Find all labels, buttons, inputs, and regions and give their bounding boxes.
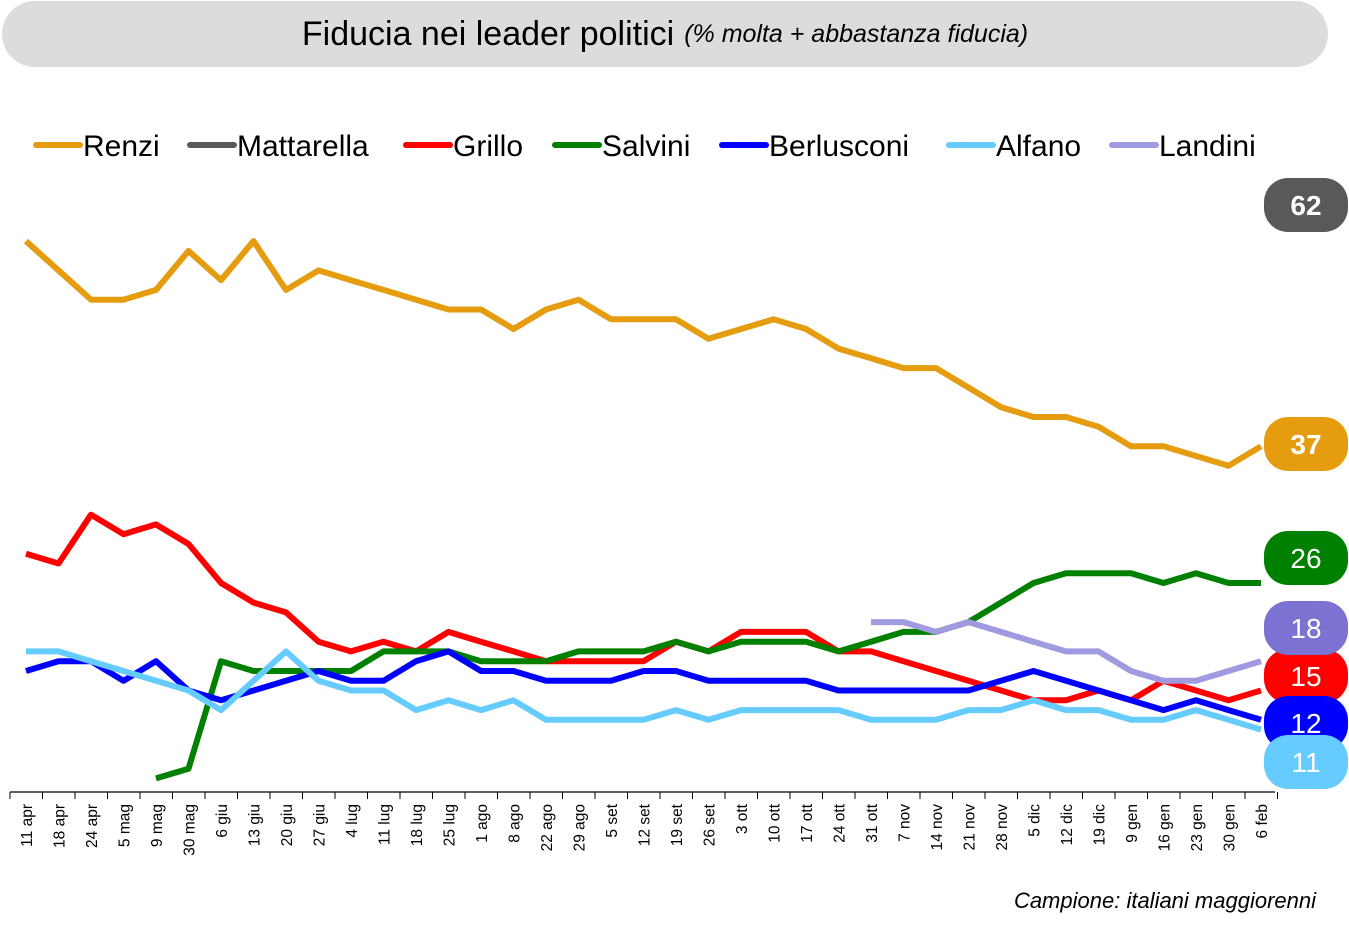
end-label-value: 11	[1291, 747, 1320, 778]
end-label-renzi: 37	[1264, 417, 1348, 471]
x-tick-label: 19 set	[669, 803, 686, 846]
x-tick-label: 7 nov	[897, 804, 914, 842]
chart-title-bar: Fiducia nei leader politici (% molta + a…	[2, 1, 1328, 67]
legend-label-berlusconi: Berlusconi	[769, 130, 909, 163]
x-tick-label: 5 dic	[1027, 804, 1044, 837]
x-tick-label: 5 mag	[117, 804, 134, 847]
end-label-value: 37	[1290, 429, 1321, 460]
legend-label-alfano: Alfano	[996, 130, 1081, 163]
series-line-alfano	[26, 648, 1262, 733]
x-tick-label: 20 giu	[279, 804, 296, 846]
x-tick-label: 12 set	[637, 803, 654, 846]
x-tick-label: 25 lug	[442, 804, 459, 846]
x-tick-label: 11 lug	[377, 804, 394, 845]
series-line-renzi	[23, 238, 1263, 469]
x-tick-label: 18 apr	[52, 804, 69, 848]
x-tick-label: 30 mag	[182, 804, 199, 856]
end-label-badge	[1264, 735, 1348, 789]
x-tick-label: 19 dic	[1092, 804, 1109, 846]
end-label-mattarella: 62	[1264, 178, 1348, 232]
x-tick-label: 24 apr	[84, 804, 101, 848]
x-tick-label: 4 lug	[344, 804, 361, 838]
end-label-grillo: 15	[1264, 649, 1348, 703]
series-line-salvini	[155, 570, 1261, 782]
x-tick-label: 23 gen	[1189, 804, 1206, 851]
end-label-badge	[1264, 417, 1348, 471]
end-label-value: 26	[1290, 543, 1321, 574]
end-value-labels: 37 62 15 26 12 11 18	[1264, 178, 1348, 789]
end-label-value: 62	[1290, 190, 1321, 221]
end-label-salvini: 26	[1264, 531, 1348, 585]
x-tick-label: 9 mag	[149, 804, 166, 847]
x-tick-label: 12 dic	[1059, 804, 1076, 846]
x-tick-label: 17 ott	[799, 803, 816, 842]
x-tick-label: 22 ago	[539, 804, 556, 851]
end-label-value: 12	[1290, 708, 1321, 739]
x-tick-label: 16 gen	[1157, 804, 1174, 851]
x-tick-label: 27 giu	[312, 804, 329, 846]
x-tick-label: 11 apr	[19, 804, 36, 847]
chart-subtitle: (% molta + abbastanza fiducia)	[684, 19, 1029, 48]
sample-footnote: Campione: italiani maggiorenni	[1013, 888, 1316, 913]
x-tick-label: 29 ago	[572, 804, 589, 851]
end-label-badge	[1264, 178, 1348, 232]
end-label-value: 15	[1290, 661, 1321, 692]
x-tick-label: 14 nov	[929, 804, 946, 851]
x-tick-label: 21 nov	[962, 804, 979, 851]
x-tick-label: 24 ott	[832, 803, 849, 842]
x-tick-label: 9 gen	[1124, 804, 1141, 843]
x-tick-label: 10 ott	[767, 803, 784, 842]
x-axis: 11 apr 18 apr 24 apr 5 mag 9 mag 30 mag 6 giu 1…	[9, 791, 1278, 856]
x-tick-label: 30 gen	[1222, 804, 1239, 851]
legend: Renzi Mattarella Grillo Salvini Berlusconi Al…	[33, 130, 1256, 163]
x-tick-label: 13 giu	[247, 804, 264, 846]
legend-label-landini: Landini	[1159, 130, 1256, 163]
legend-label-renzi: Renzi	[83, 130, 160, 163]
series-lines	[23, 238, 1263, 782]
legend-label-grillo: Grillo	[453, 130, 523, 163]
series-line-grillo	[25, 511, 1262, 704]
end-label-alfano: 11	[1264, 735, 1348, 789]
x-tick-label: 31 ott	[864, 803, 881, 842]
x-tick-label: 28 nov	[994, 804, 1011, 851]
x-tick-label: 6 giu	[214, 804, 231, 838]
series-line-landini	[871, 619, 1262, 684]
legend-label-salvini: Salvini	[602, 130, 690, 163]
x-tick-label: 1 ago	[474, 804, 491, 843]
x-tick-label: 3 ott	[734, 803, 751, 834]
end-label-badge	[1264, 649, 1348, 703]
end-label-badge	[1264, 601, 1348, 655]
x-tick-label: 26 set	[702, 803, 719, 846]
end-label-badge	[1264, 531, 1348, 585]
end-label-landini: 18	[1264, 601, 1348, 655]
end-label-value: 18	[1290, 613, 1321, 644]
chart-title: Fiducia nei leader politici	[301, 14, 675, 53]
x-tick-label: 6 feb	[1254, 804, 1271, 838]
legend-label-mattarella: Mattarella	[237, 130, 369, 163]
x-tick-label: 5 set	[604, 803, 621, 837]
x-tick-label: 18 lug	[409, 804, 426, 846]
x-tick-label: 8 ago	[507, 804, 524, 843]
